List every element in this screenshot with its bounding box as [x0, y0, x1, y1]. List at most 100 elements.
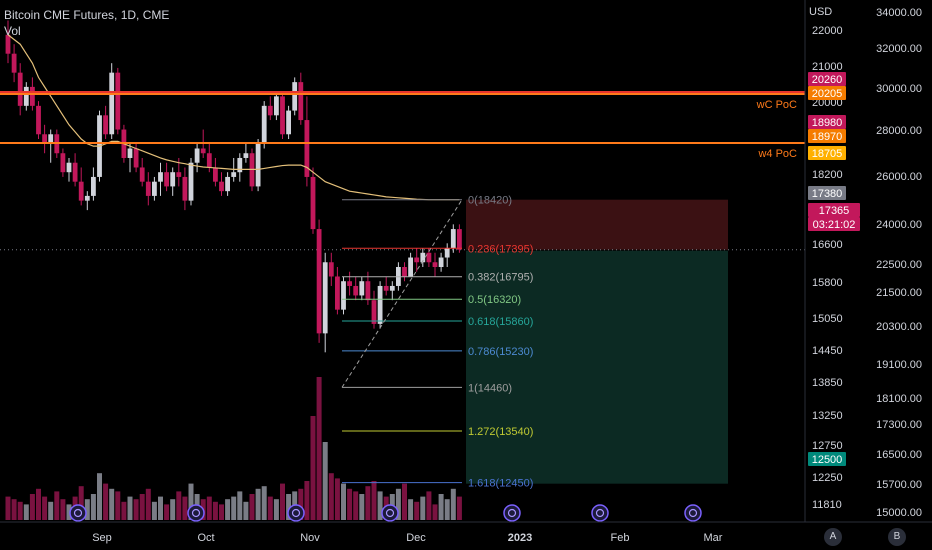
candle[interactable] — [127, 148, 133, 158]
last-price-badge: 17365 — [808, 203, 860, 217]
volume-bar — [84, 499, 90, 520]
candle[interactable] — [298, 82, 304, 121]
auto-scale-button[interactable]: A — [824, 528, 842, 546]
candle[interactable] — [84, 195, 90, 201]
candle[interactable] — [170, 172, 176, 187]
fib-profit-zone — [466, 250, 728, 484]
candle[interactable] — [237, 157, 243, 173]
candle[interactable] — [133, 148, 139, 168]
left-price-tick: 16600 — [812, 239, 843, 251]
candle[interactable] — [365, 281, 371, 301]
candle[interactable] — [145, 181, 151, 196]
candle[interactable] — [420, 252, 426, 263]
candle[interactable] — [225, 176, 230, 192]
candle[interactable] — [188, 162, 194, 201]
event-icon-ring — [591, 504, 609, 522]
event-icon[interactable] — [381, 504, 399, 522]
volume-bar — [438, 494, 444, 520]
candle[interactable] — [371, 300, 377, 324]
event-icon[interactable] — [503, 504, 521, 522]
candle[interactable] — [17, 72, 23, 106]
candle[interactable] — [402, 267, 407, 277]
volume-bar — [237, 491, 243, 520]
candle[interactable] — [206, 153, 212, 168]
candle[interactable] — [48, 134, 54, 144]
candle[interactable] — [115, 72, 121, 130]
candle[interactable] — [5, 34, 11, 54]
event-icon[interactable] — [684, 504, 702, 522]
candle[interactable] — [304, 120, 310, 177]
candle[interactable] — [36, 105, 41, 135]
candle[interactable] — [353, 285, 359, 296]
candle[interactable] — [60, 153, 66, 173]
candle[interactable] — [408, 257, 413, 277]
event-icon[interactable] — [69, 504, 87, 522]
candle[interactable] — [328, 262, 334, 277]
candle[interactable] — [341, 281, 346, 310]
candle[interactable] — [152, 181, 157, 196]
currency-label[interactable]: USD — [809, 6, 833, 18]
candle[interactable] — [359, 281, 365, 296]
candle[interactable] — [219, 181, 224, 192]
candle[interactable] — [72, 162, 78, 182]
candle[interactable] — [158, 172, 163, 182]
candle[interactable] — [176, 172, 182, 177]
candle[interactable] — [286, 110, 291, 135]
candle[interactable] — [450, 229, 456, 249]
candle[interactable] — [438, 257, 444, 267]
candle[interactable] — [347, 281, 352, 286]
candle[interactable] — [274, 96, 279, 116]
candle[interactable] — [194, 148, 200, 163]
time-tick: Sep — [92, 532, 112, 544]
fib-level-label: 0(18420) — [468, 195, 512, 207]
candle[interactable] — [310, 176, 316, 230]
candle[interactable] — [66, 162, 72, 173]
candle[interactable] — [103, 115, 108, 135]
fib-level-label: 0.236(17395) — [468, 243, 533, 255]
candle[interactable] — [267, 105, 273, 116]
candle[interactable] — [316, 229, 322, 334]
candle[interactable] — [444, 248, 450, 258]
candle[interactable] — [261, 105, 267, 144]
candle[interactable] — [139, 167, 145, 182]
candle[interactable] — [377, 285, 383, 324]
candle[interactable] — [11, 53, 17, 73]
candle[interactable] — [389, 285, 395, 291]
right-price-tick: 19100.00 — [876, 359, 922, 371]
price-badge-text: 18970 — [812, 131, 843, 143]
candle[interactable] — [432, 262, 438, 267]
candle[interactable] — [23, 86, 29, 106]
candle[interactable] — [78, 181, 84, 201]
wc-poc-label: wC PoC — [756, 99, 797, 111]
candle[interactable] — [109, 72, 115, 135]
candle[interactable] — [414, 257, 420, 263]
candle[interactable] — [91, 176, 96, 196]
candle[interactable] — [213, 167, 218, 182]
candle[interactable] — [30, 86, 35, 106]
candle[interactable] — [383, 285, 389, 291]
candle[interactable] — [426, 252, 432, 263]
candle[interactable] — [231, 172, 237, 177]
candle[interactable] — [182, 176, 188, 201]
candle[interactable] — [164, 172, 169, 187]
candle[interactable] — [280, 96, 285, 135]
log-scale-button[interactable]: B — [888, 528, 906, 546]
event-icon[interactable] — [187, 504, 205, 522]
fib-trend-line[interactable] — [341, 199, 463, 388]
candle[interactable] — [335, 276, 340, 310]
candle[interactable] — [200, 148, 206, 154]
candle[interactable] — [292, 82, 298, 111]
candle[interactable] — [42, 134, 47, 144]
candle[interactable] — [255, 143, 261, 187]
time-tick: Mar — [704, 532, 723, 544]
event-icon[interactable] — [287, 504, 305, 522]
left-price-tick: 12750 — [812, 440, 843, 452]
right-price-tick: 21500.00 — [876, 287, 922, 299]
candle[interactable] — [243, 153, 249, 158]
event-icon[interactable] — [591, 504, 609, 522]
candle[interactable] — [322, 262, 328, 334]
event-icon-core — [595, 508, 605, 518]
candle[interactable] — [457, 229, 462, 250]
left-price-tick: 13850 — [812, 377, 843, 389]
